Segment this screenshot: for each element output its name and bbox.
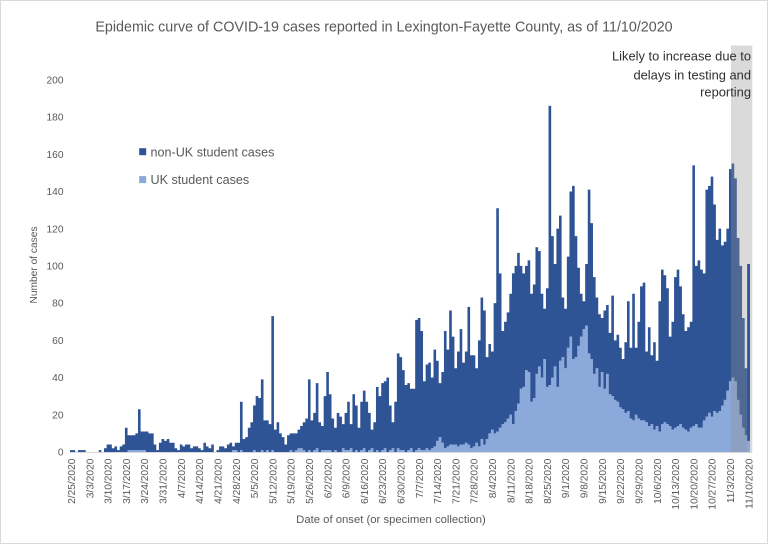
svg-text:100: 100 bbox=[47, 262, 64, 273]
svg-text:3/31/2020: 3/31/2020 bbox=[159, 458, 170, 504]
svg-text:7/21/2020: 7/21/2020 bbox=[451, 458, 462, 504]
svg-text:UK student cases: UK student cases bbox=[151, 173, 250, 187]
svg-text:3/24/2020: 3/24/2020 bbox=[140, 458, 151, 504]
svg-text:Likely to increase due to: Likely to increase due to bbox=[612, 49, 751, 64]
svg-text:9/1/2020: 9/1/2020 bbox=[561, 458, 572, 498]
svg-text:120: 120 bbox=[47, 224, 64, 235]
svg-text:6/9/2020: 6/9/2020 bbox=[342, 458, 353, 498]
svg-text:8/18/2020: 8/18/2020 bbox=[525, 458, 536, 504]
svg-text:6/23/2020: 6/23/2020 bbox=[378, 458, 389, 504]
svg-text:10/20/2020: 10/20/2020 bbox=[689, 458, 700, 509]
svg-text:2/25/2020: 2/25/2020 bbox=[67, 458, 78, 504]
svg-text:60: 60 bbox=[52, 336, 64, 347]
svg-text:5/12/2020: 5/12/2020 bbox=[268, 458, 279, 504]
svg-text:11/10/2020: 11/10/2020 bbox=[744, 458, 755, 509]
svg-text:160: 160 bbox=[47, 150, 64, 161]
svg-text:8/25/2020: 8/25/2020 bbox=[543, 458, 554, 504]
svg-text:200: 200 bbox=[47, 75, 64, 86]
svg-text:9/15/2020: 9/15/2020 bbox=[598, 458, 609, 504]
svg-text:7/14/2020: 7/14/2020 bbox=[433, 458, 444, 504]
svg-text:6/30/2020: 6/30/2020 bbox=[397, 458, 408, 504]
svg-text:non-UK student cases: non-UK student cases bbox=[151, 145, 275, 159]
svg-text:80: 80 bbox=[52, 299, 64, 310]
svg-text:5/19/2020: 5/19/2020 bbox=[287, 458, 298, 504]
svg-text:4/28/2020: 4/28/2020 bbox=[232, 458, 243, 504]
svg-text:delays in testing and: delays in testing and bbox=[633, 68, 751, 83]
svg-text:10/6/2020: 10/6/2020 bbox=[653, 458, 664, 504]
svg-text:9/29/2020: 9/29/2020 bbox=[635, 458, 646, 504]
svg-text:180: 180 bbox=[47, 113, 64, 124]
svg-text:9/22/2020: 9/22/2020 bbox=[616, 458, 627, 504]
svg-text:9/8/2020: 9/8/2020 bbox=[580, 458, 591, 498]
svg-text:5/26/2020: 5/26/2020 bbox=[305, 458, 316, 504]
svg-text:7/28/2020: 7/28/2020 bbox=[470, 458, 481, 504]
svg-text:7/7/2020: 7/7/2020 bbox=[415, 458, 426, 498]
svg-text:4/7/2020: 4/7/2020 bbox=[177, 458, 188, 498]
svg-text:8/11/2020: 8/11/2020 bbox=[506, 458, 517, 503]
svg-text:140: 140 bbox=[47, 187, 64, 198]
svg-text:4/14/2020: 4/14/2020 bbox=[195, 458, 206, 504]
svg-text:Date of onset (or specimen col: Date of onset (or specimen collection) bbox=[296, 514, 486, 526]
svg-text:3/3/2020: 3/3/2020 bbox=[85, 458, 96, 498]
svg-text:6/16/2020: 6/16/2020 bbox=[360, 458, 371, 504]
svg-text:6/2/2020: 6/2/2020 bbox=[323, 458, 334, 498]
svg-text:3/10/2020: 3/10/2020 bbox=[104, 458, 115, 504]
svg-text:5/5/2020: 5/5/2020 bbox=[250, 458, 261, 498]
svg-text:10/13/2020: 10/13/2020 bbox=[671, 458, 682, 509]
svg-text:8/4/2020: 8/4/2020 bbox=[488, 458, 499, 498]
svg-text:Number of cases: Number of cases bbox=[29, 226, 40, 303]
svg-text:40: 40 bbox=[52, 373, 64, 384]
svg-text:20: 20 bbox=[52, 410, 64, 421]
svg-text:3/17/2020: 3/17/2020 bbox=[122, 458, 133, 504]
svg-text:reporting: reporting bbox=[700, 85, 751, 100]
svg-text:Epidemic curve of COVID-19 cas: Epidemic curve of COVID-19 cases reporte… bbox=[95, 20, 672, 36]
svg-text:0: 0 bbox=[58, 448, 64, 459]
svg-text:10/27/2020: 10/27/2020 bbox=[708, 458, 719, 509]
svg-text:11/3/2020: 11/3/2020 bbox=[726, 458, 737, 503]
svg-text:4/21/2020: 4/21/2020 bbox=[213, 458, 224, 504]
